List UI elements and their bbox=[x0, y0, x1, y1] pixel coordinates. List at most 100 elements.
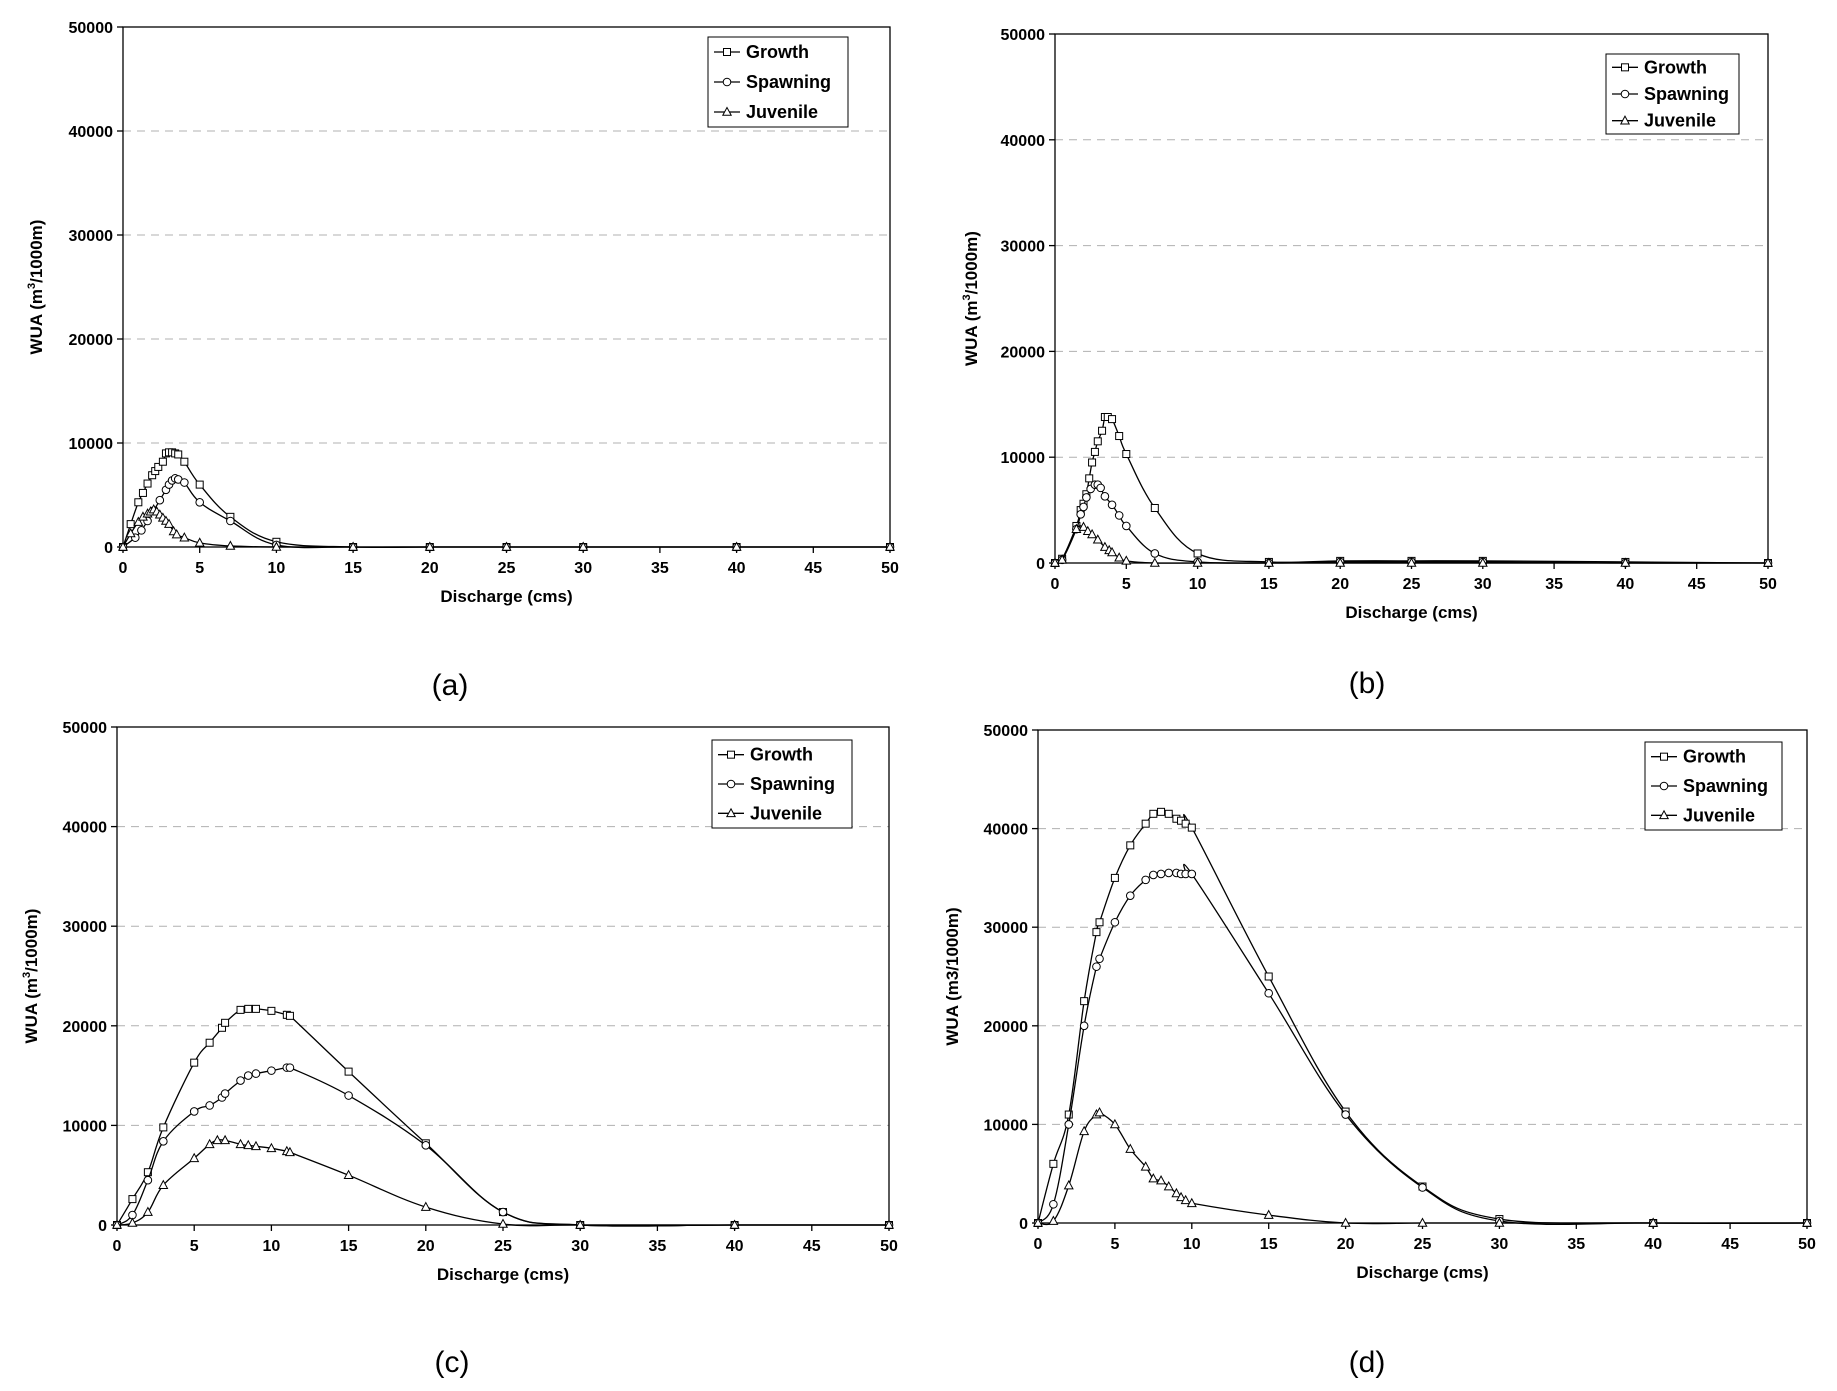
data-point-growth bbox=[1049, 1159, 1058, 1168]
legend-entry-growth: Growth bbox=[1644, 57, 1707, 77]
data-point-spawning bbox=[421, 1141, 431, 1150]
data-point-growth bbox=[1141, 819, 1150, 828]
data-point-juvenile bbox=[1071, 523, 1082, 533]
legend-marker-juvenile bbox=[721, 106, 733, 116]
x-tick-label: 50 bbox=[881, 560, 899, 577]
data-point-growth bbox=[143, 479, 152, 488]
legend: Growth Spawning Juvenile bbox=[711, 739, 853, 829]
y-tick-label: 50000 bbox=[1001, 27, 1046, 44]
y-axis-label-main: WUA (m3/1000m) bbox=[943, 907, 962, 1045]
data-point-growth bbox=[244, 1004, 253, 1013]
x-tick-label: 20 bbox=[421, 560, 439, 577]
data-point-growth bbox=[174, 450, 183, 459]
data-point-spawning bbox=[1125, 891, 1135, 900]
data-point-spawning bbox=[1100, 492, 1110, 501]
data-point-growth bbox=[1115, 432, 1124, 441]
series-line-growth bbox=[122, 451, 890, 549]
x-tick-label: 25 bbox=[1414, 1236, 1432, 1253]
data-point-spawning bbox=[243, 1071, 253, 1080]
data-point-juvenile bbox=[420, 1201, 431, 1211]
legend-entry-growth: Growth bbox=[750, 745, 813, 765]
data-point-spawning bbox=[1141, 875, 1150, 885]
data-point-growth bbox=[1093, 437, 1102, 446]
x-tick-label: 15 bbox=[1260, 576, 1278, 593]
data-point-spawning bbox=[1064, 1120, 1074, 1129]
data-point-spawning bbox=[205, 1101, 214, 1110]
data-point-growth bbox=[285, 1011, 294, 1020]
x-tick-label: 0 bbox=[1034, 1236, 1043, 1253]
data-point-growth bbox=[1108, 415, 1117, 424]
x-tick-label: 35 bbox=[1545, 576, 1563, 593]
data-point-juvenile bbox=[1078, 521, 1089, 531]
data-point-juvenile bbox=[1340, 1217, 1351, 1227]
data-point-juvenile bbox=[284, 1146, 295, 1157]
data-point-juvenile bbox=[1263, 557, 1274, 567]
y-tick-label: 50000 bbox=[69, 20, 114, 37]
data-point-spawning bbox=[143, 1175, 153, 1185]
data-point-growth bbox=[205, 1038, 214, 1047]
x-tick-label: 50 bbox=[1798, 1236, 1816, 1253]
data-point-juvenile bbox=[1171, 1187, 1182, 1198]
data-point-spawning bbox=[1187, 869, 1197, 879]
x-tick-label: 45 bbox=[803, 1238, 821, 1255]
data-point-growth bbox=[1157, 807, 1166, 816]
x-tick-label: 45 bbox=[1721, 1236, 1739, 1253]
x-tick-label: 10 bbox=[268, 560, 286, 577]
data-point-growth bbox=[158, 457, 167, 466]
x-tick-label: 0 bbox=[1051, 576, 1060, 593]
data-point-juvenile bbox=[1114, 552, 1125, 562]
x-tick-label: 15 bbox=[344, 560, 362, 577]
data-point-juvenile bbox=[1163, 1180, 1174, 1191]
y-tick-label: 30000 bbox=[63, 919, 108, 936]
x-tick-label: 0 bbox=[119, 560, 128, 577]
data-point-juvenile bbox=[1180, 1194, 1191, 1205]
legend-marker-growth bbox=[1621, 63, 1629, 72]
data-point-juvenile bbox=[243, 1139, 254, 1150]
legend-entry-growth: Growth bbox=[1683, 747, 1746, 767]
x-tick-label: 0 bbox=[113, 1238, 122, 1255]
y-tick-label: 10000 bbox=[69, 436, 114, 453]
data-point-juvenile bbox=[1801, 1217, 1813, 1227]
data-point-juvenile bbox=[127, 1217, 138, 1227]
legend-marker-juvenile bbox=[1619, 115, 1631, 125]
y-tick-label: 20000 bbox=[984, 1019, 1029, 1036]
x-tick-label: 30 bbox=[1474, 576, 1492, 593]
data-point-growth bbox=[154, 462, 163, 471]
data-point-spawning bbox=[1095, 954, 1104, 964]
data-point-growth bbox=[251, 1004, 260, 1013]
data-point-juvenile bbox=[1099, 541, 1110, 551]
data-point-juvenile bbox=[1048, 1215, 1059, 1225]
legend-entry-juvenile: Juvenile bbox=[750, 803, 822, 823]
x-tick-label: 5 bbox=[190, 1238, 199, 1255]
data-point-growth bbox=[221, 1018, 230, 1027]
data-point-juvenile bbox=[1032, 1217, 1044, 1227]
x-tick-label: 30 bbox=[571, 1238, 589, 1255]
legend-marker-juvenile bbox=[725, 807, 737, 818]
data-point-spawning bbox=[1122, 521, 1131, 531]
data-point-juvenile bbox=[1109, 1118, 1120, 1129]
legend-marker-growth bbox=[723, 48, 731, 56]
legend-marker-juvenile bbox=[1658, 809, 1670, 820]
data-point-growth bbox=[1064, 1110, 1073, 1119]
y-tick-label: 50000 bbox=[63, 720, 108, 737]
data-point-spawning bbox=[180, 478, 189, 487]
data-point-spawning bbox=[1150, 549, 1160, 558]
data-point-juvenile bbox=[1107, 546, 1118, 557]
data-point-juvenile bbox=[424, 541, 435, 551]
x-tick-label: 35 bbox=[1567, 1236, 1585, 1253]
data-point-growth bbox=[1098, 426, 1107, 435]
x-tick-label: 30 bbox=[574, 560, 592, 577]
data-point-spawning bbox=[285, 1063, 295, 1072]
data-point-growth bbox=[1193, 549, 1202, 558]
legend: Growth Spawning Juvenile bbox=[707, 36, 849, 128]
data-point-juvenile bbox=[163, 518, 175, 528]
data-point-spawning bbox=[1096, 483, 1105, 493]
x-tick-label: 45 bbox=[804, 560, 822, 577]
y-axis-label: WUA (m3/1000m) bbox=[961, 231, 981, 366]
data-point-juvenile bbox=[1192, 557, 1203, 567]
data-point-spawning bbox=[1164, 868, 1174, 878]
y-tick-label: 10000 bbox=[1001, 450, 1046, 467]
